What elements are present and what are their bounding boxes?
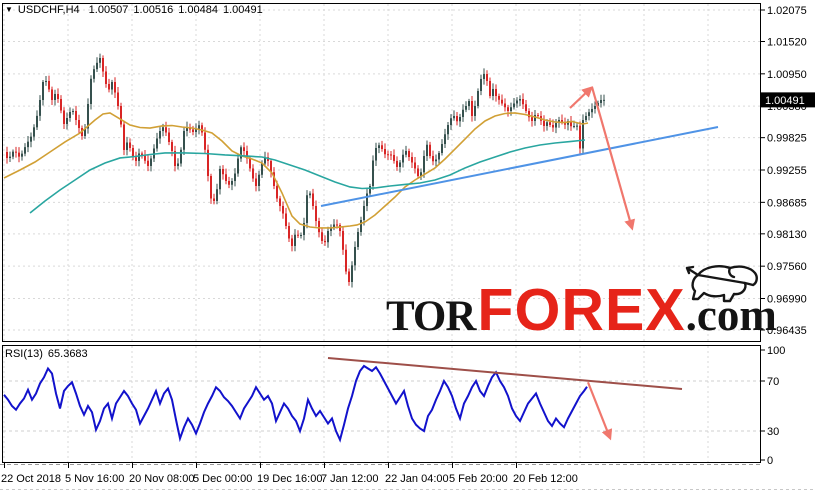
quote-header: ▼ USDCHF,H4 1.00507 1.00516 1.00484 1.00… xyxy=(5,4,263,16)
time-axis: 22 Oct 2018 5 Nov 16:00 20 Nov 08:005 Dec … xyxy=(0,463,815,490)
forecast-arrow-up[interactable] xyxy=(569,86,593,109)
gridlines xyxy=(3,4,760,462)
watermark-brand: FOREX xyxy=(477,277,686,343)
time-axis-label: 22 Jan 04:00 xyxy=(385,473,449,485)
watermark-prefix: TOR xyxy=(386,293,476,340)
rsi-forecast-arrow-down[interactable] xyxy=(586,381,613,441)
svg-text:0.99255: 0.99255 xyxy=(767,165,807,177)
svg-text:70: 70 xyxy=(767,376,779,388)
quote-high: 1.00516 xyxy=(133,4,174,16)
svg-text:0: 0 xyxy=(767,455,773,467)
svg-text:0.97560: 0.97560 xyxy=(767,261,807,273)
svg-text:1.02075: 1.02075 xyxy=(767,5,807,17)
collapse-triangle-icon[interactable]: ▼ xyxy=(5,5,13,14)
svg-text:100: 100 xyxy=(767,345,785,357)
pane-frames xyxy=(2,3,761,463)
price-axis: 1.020751.015201.009501.003800.998250.992… xyxy=(760,5,815,337)
ma-line-teal xyxy=(29,139,586,214)
time-axis-label: 5 Dec 00:00 xyxy=(193,473,252,485)
rsi-line xyxy=(3,364,588,443)
rsi-value: 65.3683 xyxy=(47,348,88,360)
current-price-label: 1.00491 xyxy=(765,95,805,107)
time-axis-label: 20 Nov 08:00 xyxy=(129,473,194,485)
quote-close: 1.00491 xyxy=(222,4,263,16)
time-axis-label: 19 Dec 16:00 xyxy=(257,473,322,485)
time-axis-label: 22 Oct 2018 xyxy=(1,473,61,485)
time-axis-label: 5 Nov 16:00 xyxy=(65,473,124,485)
current-price-box xyxy=(761,92,815,108)
forecast-arrow-down[interactable] xyxy=(590,86,636,231)
ma-line-orange xyxy=(3,112,589,229)
time-axis-label: 7 Jan 12:00 xyxy=(321,473,379,485)
rsi-name: RSI(13) xyxy=(5,348,43,360)
rsi-axis: 100 70 30 0 xyxy=(760,345,785,467)
watermark: TOR FOREX .com xyxy=(386,281,777,340)
rsi-resistance-trendline[interactable] xyxy=(327,357,683,390)
quote-open: 1.00507 xyxy=(88,4,129,16)
support-trendline[interactable] xyxy=(320,126,719,208)
bull-logo-icon xyxy=(685,265,758,303)
svg-text:30: 30 xyxy=(767,426,779,438)
quote-low: 1.00484 xyxy=(178,4,218,16)
time-axis-label: 20 Feb 12:00 xyxy=(513,473,578,485)
candlesticks xyxy=(6,53,605,288)
svg-text:0.96435: 0.96435 xyxy=(767,325,807,337)
time-axis-label: 5 Feb 20:00 xyxy=(449,473,508,485)
symbol-period: USDCHF,H4 xyxy=(17,4,80,16)
svg-text:0.98130: 0.98130 xyxy=(767,229,807,241)
svg-text:1.01520: 1.01520 xyxy=(767,36,807,48)
svg-text:0.99825: 0.99825 xyxy=(767,133,807,145)
svg-text:0.98685: 0.98685 xyxy=(767,197,807,209)
svg-text:0.96990: 0.96990 xyxy=(767,294,807,306)
rsi-indicator-label: RSI(13) 65.3683 xyxy=(5,348,88,360)
svg-text:1.00950: 1.00950 xyxy=(767,69,807,81)
